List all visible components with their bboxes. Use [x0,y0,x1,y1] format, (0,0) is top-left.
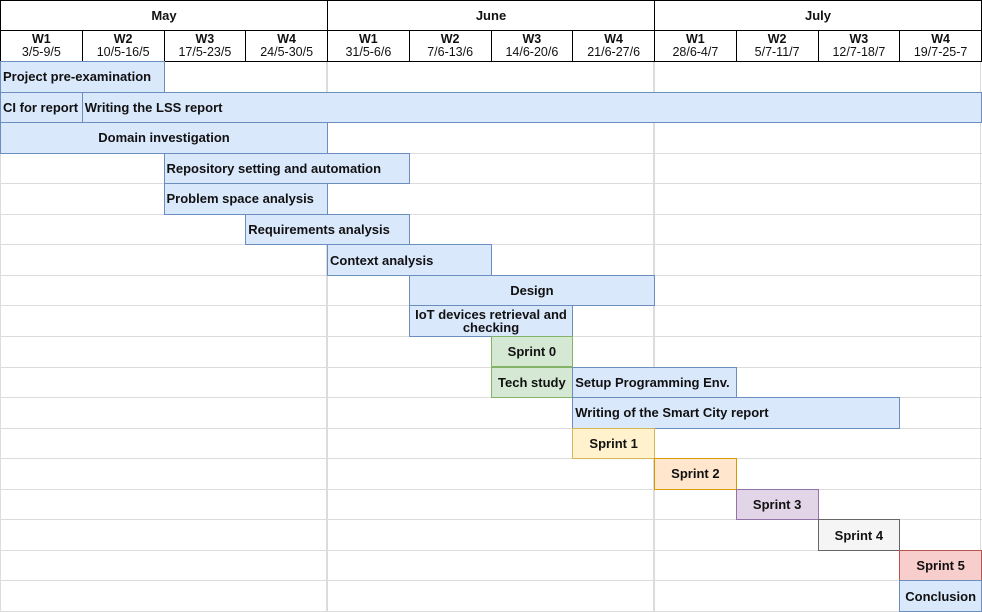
task-bar[interactable]: Setup Programming Env. [572,366,737,399]
week-label: W4 [931,32,950,46]
week-header: W1 3/5-9/5 [0,30,83,62]
week-dates: 10/5-16/5 [96,45,150,59]
week-label: W3 [522,32,542,46]
task-bar[interactable]: Context analysis [327,244,492,276]
week-dates: 17/5-23/5 [178,45,232,59]
week-header: W4 24/5-30/5 [245,30,328,62]
month-gridline [653,61,655,612]
month-header: June [327,0,655,31]
week-header: W4 21/6-27/6 [572,30,655,62]
row-gridline [0,519,982,521]
week-header: W3 14/6-20/6 [490,30,574,62]
task-bar[interactable]: Project pre-examination [0,61,165,93]
month-gridline [326,61,328,612]
week-dates: 28/6-4/7 [672,45,719,59]
task-bar[interactable]: Problem space analysis [163,183,328,215]
task-bar[interactable]: Domain investigation [0,122,328,154]
row-gridline [0,183,982,185]
week-label: W4 [604,32,623,46]
row-gridline [0,427,982,429]
task-bar[interactable]: Sprint 2 [654,458,737,490]
task-bar[interactable]: CI for report [0,91,83,124]
week-label: W2 [440,32,460,46]
row-gridline [0,458,982,460]
row-gridline [0,213,982,215]
task-bar[interactable]: Tech study [490,366,574,399]
week-label: W1 [32,32,51,46]
week-header: W1 28/6-4/7 [654,30,737,62]
task-bar[interactable]: Writing the LSS report [81,91,982,124]
month-gridline [980,61,981,612]
task-bar[interactable]: IoT devices retrieval and checking [408,305,574,337]
week-dates: 31/5-6/6 [345,45,392,59]
week-header: W2 5/7-11/7 [735,30,819,62]
week-dates: 21/6-27/6 [587,45,641,59]
week-label: W2 [113,32,133,46]
row-gridline [0,610,982,612]
task-bar[interactable]: Sprint 5 [899,549,982,582]
week-dates: 3/5-9/5 [21,45,61,59]
task-bar[interactable]: Conclusion [899,580,982,612]
week-dates: 14/6-20/6 [505,45,559,59]
month-header: May [0,0,328,31]
month-gridline [0,61,1,612]
week-dates: 19/7-25-7 [913,45,968,59]
row-gridline [0,549,982,551]
week-header: W2 7/6-13/6 [408,30,492,62]
month-header: July [654,0,982,31]
task-bar[interactable]: Sprint 3 [735,488,819,521]
week-header: W4 19/7-25-7 [899,30,982,62]
task-bar[interactable]: Sprint 0 [490,335,574,368]
week-header: W3 17/5-23/5 [163,30,247,62]
task-bar[interactable]: Repository setting and automation [163,152,410,185]
week-dates: 12/7-18/7 [832,45,886,59]
task-bar[interactable]: Sprint 4 [817,519,901,551]
week-label: W1 [686,32,705,46]
week-dates: 24/5-30/5 [260,45,314,59]
row-gridline [0,488,982,490]
task-bar[interactable]: Writing of the Smart City report [572,397,901,429]
week-header: W1 31/5-6/6 [327,30,410,62]
task-bar[interactable]: Design [408,274,655,307]
task-bar[interactable]: Requirements analysis [245,213,410,246]
week-label: W4 [277,32,296,46]
week-dates: 7/6-13/6 [427,45,474,59]
week-label: W3 [849,32,869,46]
week-dates: 5/7-11/7 [754,45,800,59]
task-bar[interactable]: Sprint 1 [572,427,655,460]
week-label: W3 [195,32,215,46]
week-label: W2 [767,32,787,46]
week-label: W1 [359,32,378,46]
week-header: W2 10/5-16/5 [81,30,165,62]
week-header: W3 12/7-18/7 [817,30,901,62]
row-gridline [0,152,982,154]
row-gridline [0,580,982,582]
